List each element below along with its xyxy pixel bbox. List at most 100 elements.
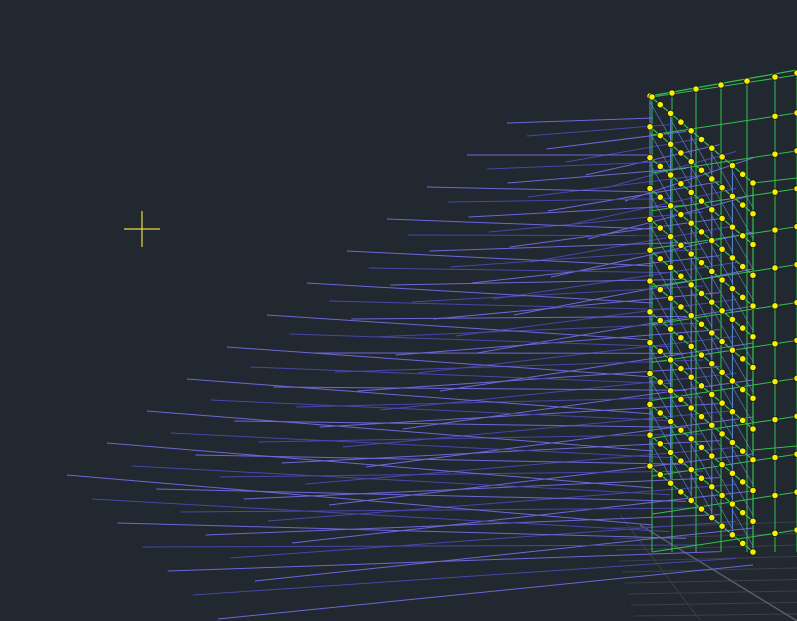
- frame-node[interactable]: [708, 421, 716, 429]
- frame-node[interactable]: [677, 488, 685, 496]
- frame-node[interactable]: [687, 311, 695, 320]
- frame-node[interactable]: [646, 154, 654, 162]
- frame-node[interactable]: [646, 123, 654, 131]
- frame-node[interactable]: [697, 289, 706, 298]
- frame-node[interactable]: [718, 461, 726, 469]
- frame-node[interactable]: [656, 101, 664, 109]
- frame-node[interactable]: [687, 373, 695, 381]
- frame-node[interactable]: [646, 400, 654, 408]
- frame-node[interactable]: [749, 517, 757, 525]
- frame-node[interactable]: [771, 150, 779, 158]
- frame-node[interactable]: [677, 118, 685, 126]
- frame-node[interactable]: [677, 149, 685, 157]
- frame-node[interactable]: [718, 245, 726, 253]
- frame-node[interactable]: [646, 462, 654, 470]
- frame-node[interactable]: [739, 416, 747, 424]
- frame-node[interactable]: [771, 302, 779, 310]
- frame-node[interactable]: [749, 456, 757, 464]
- frame-node[interactable]: [656, 347, 664, 355]
- frame-node[interactable]: [708, 267, 716, 275]
- frame-node[interactable]: [708, 452, 716, 460]
- frame-node[interactable]: [666, 202, 675, 210]
- frame-node[interactable]: [728, 531, 737, 539]
- frame-node[interactable]: [771, 188, 779, 196]
- frame-node[interactable]: [739, 478, 747, 486]
- frame-node[interactable]: [677, 457, 685, 465]
- frame-node[interactable]: [656, 131, 664, 140]
- frame-node[interactable]: [739, 324, 747, 332]
- frame-node[interactable]: [666, 387, 675, 395]
- frame-node[interactable]: [728, 346, 737, 354]
- frame-node[interactable]: [708, 329, 716, 337]
- frame-node[interactable]: [697, 259, 706, 267]
- frame-node[interactable]: [728, 192, 737, 200]
- frame-node[interactable]: [666, 140, 675, 148]
- frame-node[interactable]: [728, 377, 737, 385]
- frame-node[interactable]: [687, 219, 695, 227]
- frame-node[interactable]: [697, 166, 706, 174]
- frame-node[interactable]: [656, 255, 664, 263]
- frame-node[interactable]: [708, 206, 716, 214]
- frame-node[interactable]: [739, 170, 747, 178]
- frame-node[interactable]: [728, 469, 737, 477]
- frame-node[interactable]: [656, 440, 664, 448]
- frame-node[interactable]: [749, 363, 757, 372]
- frame-node[interactable]: [666, 263, 675, 272]
- frame-node[interactable]: [656, 193, 664, 201]
- frame-node[interactable]: [646, 246, 654, 254]
- frame-node[interactable]: [666, 171, 675, 179]
- frame-node[interactable]: [728, 162, 737, 170]
- frame-node[interactable]: [697, 474, 706, 482]
- frame-node[interactable]: [666, 233, 675, 241]
- frame-node[interactable]: [697, 505, 706, 513]
- frame-node[interactable]: [739, 509, 747, 517]
- frame-node[interactable]: [739, 386, 747, 394]
- frame-node[interactable]: [771, 264, 779, 272]
- frame-node[interactable]: [771, 340, 779, 348]
- frame-node[interactable]: [771, 415, 779, 424]
- frame-node[interactable]: [646, 339, 654, 347]
- frame-node[interactable]: [668, 89, 676, 97]
- frame-node[interactable]: [687, 188, 695, 196]
- frame-node[interactable]: [677, 180, 685, 188]
- frame-node[interactable]: [718, 368, 726, 376]
- frame-node[interactable]: [666, 417, 675, 426]
- frame-node[interactable]: [708, 483, 716, 491]
- frame-node[interactable]: [656, 470, 664, 479]
- frame-node[interactable]: [677, 395, 685, 403]
- frame-node[interactable]: [687, 465, 695, 474]
- frame-node[interactable]: [749, 333, 757, 341]
- frame-node[interactable]: [749, 240, 757, 249]
- frame-node[interactable]: [718, 276, 726, 284]
- frame-node[interactable]: [666, 109, 675, 118]
- frame-node[interactable]: [771, 378, 779, 386]
- frame-node[interactable]: [718, 153, 726, 161]
- frame-node[interactable]: [771, 453, 779, 462]
- frame-node[interactable]: [718, 307, 726, 315]
- frame-node[interactable]: [648, 93, 656, 101]
- frame-node[interactable]: [656, 224, 664, 232]
- frame-node[interactable]: [749, 486, 757, 495]
- frame-node[interactable]: [697, 413, 706, 421]
- frame-node[interactable]: [718, 491, 726, 500]
- frame-node[interactable]: [728, 254, 737, 262]
- frame-node[interactable]: [646, 277, 654, 285]
- frame-node[interactable]: [749, 548, 757, 556]
- frame-node[interactable]: [677, 426, 685, 434]
- frame-node[interactable]: [697, 443, 706, 452]
- frame-nodes[interactable]: [646, 69, 797, 556]
- frame-node[interactable]: [666, 294, 675, 302]
- frame-node[interactable]: [687, 127, 695, 135]
- frame-node[interactable]: [697, 197, 706, 205]
- frame-node[interactable]: [666, 356, 675, 364]
- frame-node[interactable]: [739, 355, 747, 363]
- frame-node[interactable]: [771, 73, 779, 81]
- frame-node[interactable]: [687, 158, 695, 166]
- frame-node[interactable]: [656, 162, 664, 170]
- frame-node[interactable]: [646, 308, 654, 316]
- frame-node[interactable]: [718, 430, 726, 438]
- frame-node[interactable]: [749, 302, 757, 310]
- frame-node[interactable]: [739, 539, 747, 548]
